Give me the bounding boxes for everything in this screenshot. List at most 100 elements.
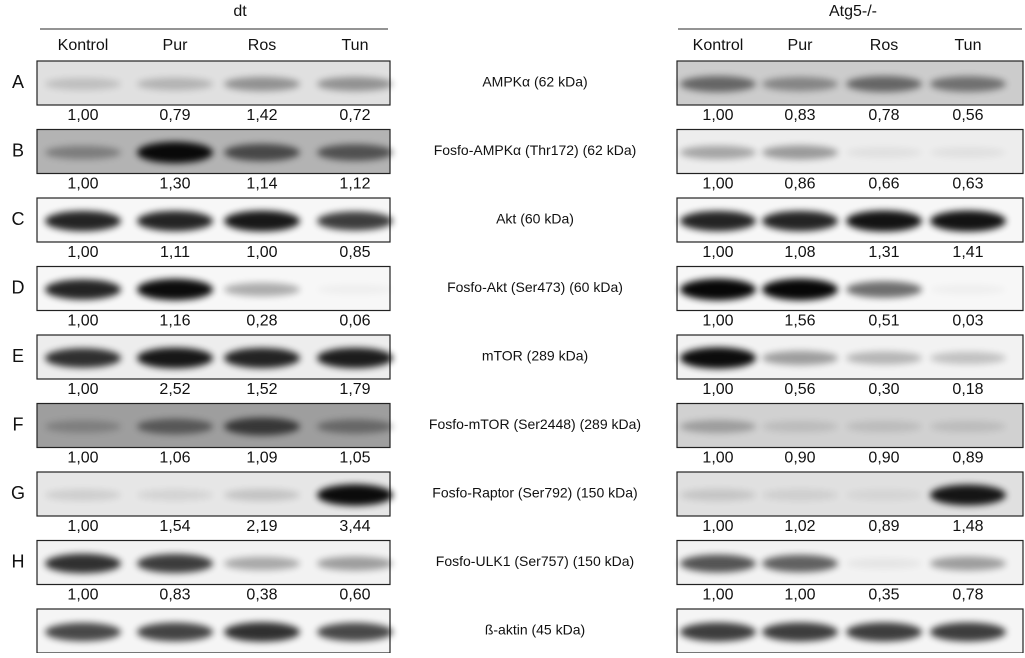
densitometry-value: 1,52 (246, 381, 277, 398)
band (846, 76, 922, 92)
band (137, 418, 213, 435)
densitometry-value: 1,00 (246, 244, 277, 261)
band (224, 417, 300, 436)
row-letter: G (11, 483, 25, 503)
densitometry-value: 0,56 (952, 107, 983, 124)
densitometry-value: 0,38 (246, 587, 277, 604)
band (224, 210, 300, 232)
densitometry-value: 0,28 (246, 313, 277, 330)
band (680, 489, 756, 501)
densitometry-value: 1,00 (67, 176, 98, 193)
band (45, 210, 121, 232)
band (762, 76, 838, 92)
band (224, 347, 300, 369)
band (762, 554, 838, 573)
band (680, 278, 756, 301)
band (224, 489, 300, 501)
band (137, 347, 213, 369)
band (846, 210, 922, 232)
densitometry-value: 1,02 (784, 518, 815, 535)
band (317, 419, 393, 434)
protein-label: mTOR (289 kDa) (482, 348, 588, 364)
densitometry-value: 1,00 (67, 518, 98, 535)
densitometry-value: 0,90 (868, 450, 899, 467)
densitometry-value: 0,79 (159, 107, 190, 124)
band (762, 622, 838, 642)
band (930, 147, 1006, 158)
band (317, 484, 393, 506)
densitometry-value: 1,08 (784, 244, 815, 261)
band (224, 143, 300, 162)
protein-label: Fosfo-AMPKα (Thr172) (62 kDa) (434, 142, 637, 158)
band (224, 282, 300, 297)
band (680, 210, 756, 232)
densitometry-value: 1,00 (702, 381, 733, 398)
densitometry-value: 1,54 (159, 518, 190, 535)
protein-label: ß-aktin (45 kDa) (485, 622, 585, 638)
densitometry-value: 1,42 (246, 107, 277, 124)
band (680, 420, 756, 433)
densitometry-value: 1,00 (67, 313, 98, 330)
band (45, 553, 121, 574)
band (846, 281, 922, 298)
densitometry-value: 0,18 (952, 381, 983, 398)
densitometry-value: 0,85 (339, 244, 370, 261)
densitometry-value: 1,00 (67, 381, 98, 398)
densitometry-value: 1,09 (246, 450, 277, 467)
densitometry-value: 0,63 (952, 176, 983, 193)
band (846, 558, 922, 569)
densitometry-value: 1,00 (67, 450, 98, 467)
band (680, 347, 756, 369)
band (762, 278, 838, 301)
densitometry-value: 0,90 (784, 450, 815, 467)
densitometry-value: 1,00 (67, 587, 98, 604)
densitometry-value: 1,79 (339, 381, 370, 398)
band (680, 145, 756, 160)
band (317, 284, 393, 294)
densitometry-value: 0,89 (868, 518, 899, 535)
row-letter: F (13, 414, 24, 434)
densitometry-value: 0,35 (868, 587, 899, 604)
band (137, 141, 213, 164)
band (930, 556, 1006, 571)
densitometry-value: 1,12 (339, 176, 370, 193)
lane-label: Ros (248, 37, 276, 54)
band (930, 351, 1006, 365)
row-letter: D (12, 277, 25, 297)
lane-label: Tun (342, 37, 369, 54)
lane-label: Pur (788, 37, 814, 54)
densitometry-value: 0,60 (339, 587, 370, 604)
densitometry-value: 1,00 (702, 450, 733, 467)
densitometry-value: 1,00 (702, 107, 733, 124)
band (45, 489, 121, 501)
densitometry-value: 1,14 (246, 176, 277, 193)
densitometry-value: 0,83 (784, 107, 815, 124)
band (45, 420, 121, 433)
band (317, 622, 393, 642)
group-title: dt (233, 3, 247, 20)
densitometry-value: 1,00 (702, 313, 733, 330)
densitometry-value: 1,06 (159, 450, 190, 467)
group-title: Atg5-/- (829, 3, 877, 20)
densitometry-value: 2,52 (159, 381, 190, 398)
band (45, 622, 121, 642)
densitometry-value: 0,03 (952, 313, 983, 330)
densitometry-value: 1,11 (160, 244, 190, 261)
lane-label: Tun (955, 37, 982, 54)
row-letter: B (12, 140, 24, 160)
densitometry-value: 1,00 (702, 518, 733, 535)
densitometry-value: 1,00 (702, 176, 733, 193)
lane-label: Kontrol (58, 37, 109, 54)
band (846, 622, 922, 642)
densitometry-value: 1,00 (67, 244, 98, 261)
densitometry-value: 2,19 (246, 518, 277, 535)
densitometry-value: 0,72 (339, 107, 370, 124)
band (317, 347, 393, 369)
lane-label: Kontrol (693, 37, 744, 54)
band (137, 210, 213, 232)
densitometry-value: 0,66 (868, 176, 899, 193)
band (137, 622, 213, 642)
densitometry-value: 0,83 (159, 587, 190, 604)
band (137, 489, 213, 501)
